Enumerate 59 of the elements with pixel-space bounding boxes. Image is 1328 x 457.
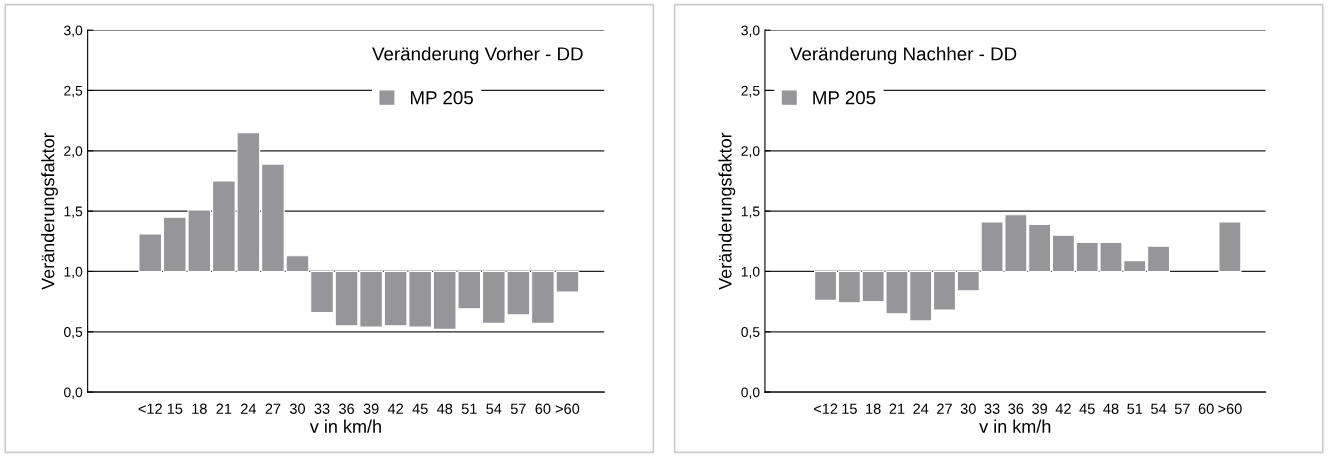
x-tick-label: 51 — [461, 403, 477, 414]
y-tick-label: 3,0 — [64, 25, 83, 37]
x-tick-label: 24 — [913, 403, 929, 414]
x-tick-label: 48 — [1103, 403, 1119, 414]
y-tick-label: 0,0 — [741, 387, 760, 399]
legend-label: MP 205 — [410, 91, 473, 105]
x-tick-label: 21 — [216, 403, 232, 414]
x-tick-label: 42 — [1055, 403, 1071, 414]
x-tick-label: 60 — [1198, 403, 1214, 414]
x-tick-label: 54 — [486, 403, 502, 414]
y-axis-title: Veränderungsfaktor — [718, 132, 736, 290]
x-tick-label: 27 — [937, 403, 952, 414]
x-tick-label: <12 — [813, 403, 838, 414]
x-tick-label: 33 — [314, 403, 330, 414]
x-tick-label: 57 — [1174, 403, 1190, 414]
x-axis-title: v in km/h — [309, 419, 381, 433]
x-tick-label: 36 — [1008, 403, 1024, 414]
y-tick-label: 2,5 — [741, 85, 760, 98]
x-tick-label: 42 — [387, 403, 404, 414]
x-tick-label: 18 — [866, 403, 881, 414]
x-tick-label: 60 — [535, 403, 551, 414]
x-tick-label: 30 — [289, 403, 306, 414]
text: Veränderung Nachher - DD — [790, 46, 1017, 65]
x-tick-label: 57 — [510, 403, 526, 414]
x-tick-label: 30 — [960, 403, 976, 414]
x-tick-label: 51 — [1127, 403, 1143, 414]
x-tick-label: 24 — [241, 403, 257, 414]
x-tick-label: 36 — [339, 403, 355, 414]
y-tick-label: 0,0 — [64, 387, 83, 399]
x-tick-label: >60 — [1218, 403, 1242, 414]
y-tick-label: 0,5 — [64, 327, 83, 339]
y-tick-label: 2,0 — [741, 146, 760, 158]
x-tick-label: 21 — [889, 403, 905, 414]
x-tick-label: 45 — [412, 403, 428, 414]
y-tick-label: 1,5 — [64, 206, 83, 218]
x-tick-label: 33 — [984, 403, 1000, 414]
x-tick-label: 27 — [265, 403, 281, 414]
x-tick-label: <12 — [138, 403, 162, 414]
y-tick-label: 1,0 — [741, 266, 760, 279]
y-tick-label: 3,0 — [741, 25, 760, 37]
x-tick-label: 39 — [1032, 403, 1048, 414]
y-tick-label: 0,5 — [741, 327, 760, 339]
y-tick-label: 2,0 — [64, 146, 83, 158]
x-tick-label: 54 — [1151, 403, 1167, 414]
x-axis-title: v in km/h — [979, 419, 1051, 433]
x-tick-label: 39 — [363, 403, 379, 414]
y-tick-label: 2,5 — [64, 85, 83, 98]
y-axis-title: Veränderungsfaktor — [41, 132, 58, 290]
x-tick-label: 48 — [436, 403, 453, 414]
legend-label: MP 205 — [813, 91, 876, 105]
x-tick-label: 45 — [1079, 403, 1095, 414]
x-tick-label: 18 — [192, 403, 207, 414]
x-tick-label: 15 — [842, 403, 857, 414]
y-tick-label: 1,0 — [64, 266, 83, 279]
x-tick-label: >60 — [555, 403, 580, 414]
y-tick-label: 1,5 — [741, 206, 760, 218]
bar — [1218, 221, 1242, 273]
text: Veränderung Vorher - DD — [372, 46, 583, 65]
x-tick-label: 15 — [167, 403, 183, 414]
